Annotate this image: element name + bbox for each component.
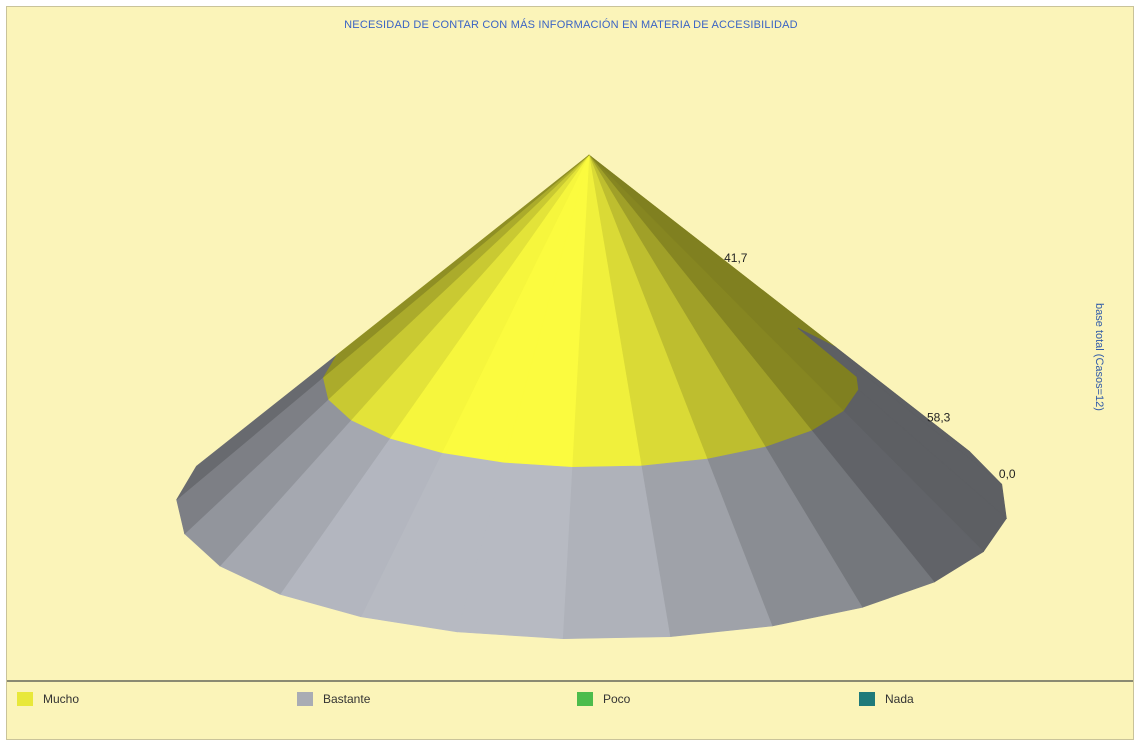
cone-segment-mucho <box>322 154 860 468</box>
cone-labels: 41,7 58,3 0,0 <box>724 251 1016 481</box>
chart-title: NECESIDAD DE CONTAR CON MÁS INFORMACIÓN … <box>344 19 798 31</box>
legend-item-poco: Poco <box>577 691 630 707</box>
legend-item-mucho: Mucho <box>17 691 79 707</box>
legend-label-mucho: Mucho <box>43 692 80 706</box>
data-label-bastante: 58,3 <box>927 411 951 425</box>
legend-swatch-mucho <box>17 692 33 706</box>
cone-facet <box>176 355 336 500</box>
cone-chart: 41,7 58,3 0,0 <box>176 154 1016 640</box>
data-label-mucho: 41,7 <box>724 251 748 265</box>
cone-segment-bastante <box>176 327 1007 640</box>
legend-item-bastante: Bastante <box>297 691 370 707</box>
legend: Mucho Bastante Poco Nada <box>7 680 1133 739</box>
base-total-label: base total (Casos=12) <box>1093 303 1105 411</box>
legend-swatch-bastante <box>297 692 313 706</box>
legend-label-poco: Poco <box>603 692 631 706</box>
legend-swatch-nada <box>859 692 875 706</box>
chart-frame: NECESIDAD DE CONTAR CON MÁS INFORMACIÓN … <box>6 6 1134 740</box>
cone-segments <box>176 154 1007 640</box>
legend-swatch-poco <box>577 692 593 706</box>
legend-item-nada: Nada <box>859 691 914 707</box>
legend-label-bastante: Bastante <box>323 692 371 706</box>
legend-label-nada: Nada <box>885 692 914 706</box>
data-label-poco: 0,0 <box>999 467 1016 481</box>
